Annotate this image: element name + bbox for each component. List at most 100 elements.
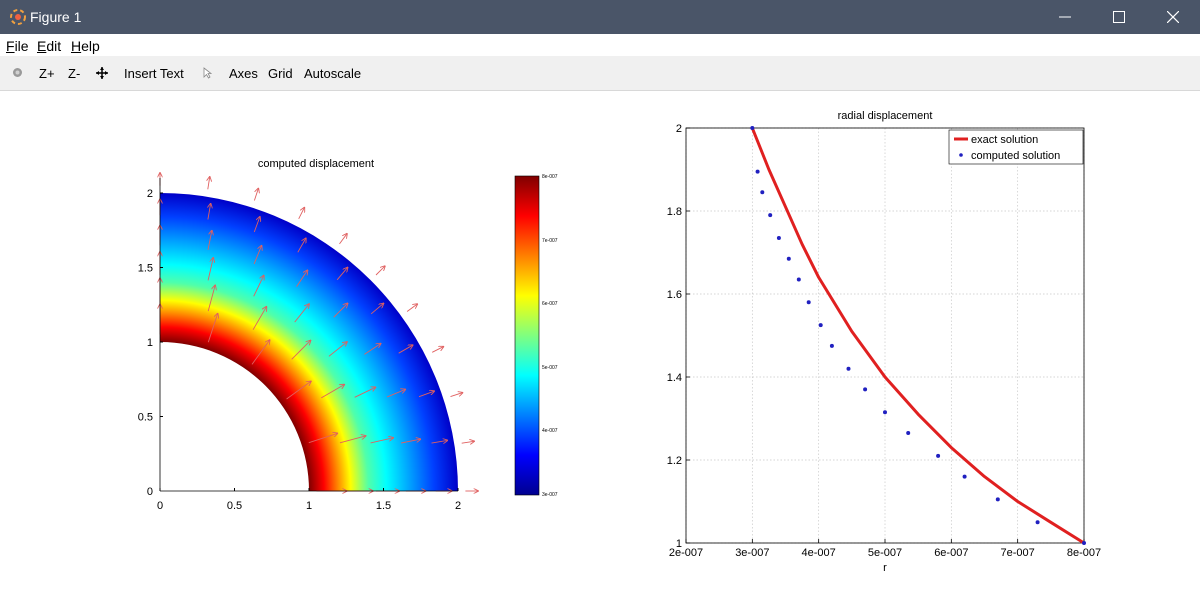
displacement-arrow <box>370 304 383 315</box>
left-xtick-label: 0.5 <box>227 500 242 512</box>
left-plot-title: computed displacement <box>258 158 374 170</box>
left-x-axis: 0 0.5 1 1.5 2 <box>157 488 461 512</box>
rotate-icon[interactable] <box>12 67 23 78</box>
left-xtick-label: 1.5 <box>376 500 391 512</box>
series-point-computed-solution <box>829 343 834 348</box>
chart-legend: exact solution computed solution <box>948 129 1084 165</box>
displacement-arrow <box>251 340 270 365</box>
x-tick-label: 8e-007 <box>1067 547 1101 559</box>
zoom-out-button[interactable]: Z- <box>68 66 81 81</box>
series-point-computed-solution <box>995 497 1000 502</box>
pan-icon[interactable] <box>96 67 108 79</box>
series-point-computed-solution <box>906 431 911 435</box>
autoscale-button[interactable]: Autoscale <box>304 66 362 81</box>
y-tick-label: 1 <box>676 538 682 550</box>
maximize-button[interactable] <box>1092 0 1146 34</box>
displacement-arrow <box>336 268 347 281</box>
legend-label: computed solution <box>971 150 1060 162</box>
displacement-arrow <box>339 436 366 444</box>
y-tick-label: 2 <box>676 123 682 135</box>
series-line-exact-solution <box>750 127 1085 545</box>
menu-bar: File Edit Help <box>0 34 1200 56</box>
displacement-arrow <box>354 387 376 398</box>
close-button[interactable] <box>1146 0 1200 34</box>
insert-text-button[interactable]: Insert Text <box>124 66 184 81</box>
series-point-computed-solution <box>863 387 868 392</box>
displacement-arrow <box>321 385 344 399</box>
series-point-computed-solution <box>1035 520 1040 525</box>
menu-edit[interactable]: Edit <box>37 38 61 54</box>
close-icon <box>1167 11 1179 23</box>
displacement-arrow <box>297 238 306 253</box>
series-point-computed-solution <box>846 366 851 371</box>
displacement-arrow <box>401 439 420 444</box>
displacement-arrow <box>298 208 305 220</box>
minimize-button[interactable] <box>1038 0 1092 34</box>
x-tick-label: 3e-007 <box>735 547 769 559</box>
zoom-in-button[interactable]: Z+ <box>39 66 55 81</box>
displacement-arrow <box>339 234 347 245</box>
series-point-computed-solution <box>776 236 781 240</box>
x-tick-label: 6e-007 <box>934 547 968 559</box>
select-arrow-icon[interactable] <box>203 67 212 79</box>
series-point-computed-solution <box>750 126 755 130</box>
legend-box <box>948 129 1084 165</box>
displacement-arrow <box>253 217 259 233</box>
right-plot: radial displacement 2e-007 3e-007 4e-007 5e… <box>667 110 1101 574</box>
series-point-computed-solution <box>883 410 887 415</box>
legend-label: exact solution <box>971 134 1038 146</box>
displacement-arrow <box>294 304 309 323</box>
left-xtick-label: 0 <box>157 500 163 512</box>
chart-axes: 2e-007 3e-007 4e-007 5e-007 6e-007 7e-007 8e-0… <box>667 123 1101 559</box>
colorbar-tick-label: 6e-007 <box>542 301 558 307</box>
y-tick-label: 1.6 <box>667 289 682 301</box>
left-xtick-label: 2 <box>455 500 461 512</box>
displacement-arrow <box>375 266 385 276</box>
x-tick-label: 7e-007 <box>1001 547 1035 559</box>
left-ytick-label: 0.5 <box>138 412 153 424</box>
legend-point-swatch <box>959 153 963 157</box>
displacement-arrow <box>406 304 417 312</box>
menu-edit-mnemonic: E <box>37 38 47 54</box>
grid-button[interactable]: Grid <box>268 66 293 81</box>
displacement-arrow <box>450 393 463 398</box>
left-ytick-label: 1 <box>147 337 153 349</box>
figure-canvas: computed displacement 0 0.5 1 1.5 2 0 0.… <box>138 110 1101 574</box>
series-point-computed-solution <box>786 256 791 261</box>
colorbar-tick-label: 3e-007 <box>542 492 558 498</box>
menu-file-label: ile <box>14 38 29 54</box>
displacement-arrow <box>208 177 210 190</box>
y-tick-label: 1.8 <box>667 206 682 218</box>
displacement-arrow <box>398 345 413 354</box>
menu-help-label: elp <box>81 38 100 54</box>
menu-help-mnemonic: H <box>71 38 82 54</box>
series-point-computed-solution <box>755 169 760 174</box>
app-logo-icon <box>10 9 26 25</box>
displacement-arrow <box>296 270 308 287</box>
x-tick-label: 4e-007 <box>802 547 836 559</box>
left-plot: computed displacement 0 0.5 1 1.5 2 0 0.… <box>138 158 478 512</box>
displacement-arrow <box>207 314 217 343</box>
displacement-arrow <box>252 307 266 330</box>
maximize-icon <box>1113 11 1125 23</box>
menu-file[interactable]: File <box>6 38 29 54</box>
displacement-arrow <box>253 189 258 201</box>
displacement-arrow <box>286 381 311 400</box>
y-tick-label: 1.2 <box>667 455 682 467</box>
figure-toolbar: Z+ Z- Insert Text Axes Grid Autoscale <box>0 56 1200 91</box>
x-tick-label: 5e-007 <box>868 547 902 559</box>
x-tick-label: 2e-007 <box>669 547 703 559</box>
series-point-computed-solution <box>962 474 967 479</box>
minimize-icon <box>1059 16 1071 18</box>
chart-title: radial displacement <box>838 110 933 122</box>
colorbar-tick-label: 8e-007 <box>542 174 558 180</box>
axes-button[interactable]: Axes <box>229 66 258 81</box>
displacement-arrow <box>461 441 474 443</box>
displacement-arrow <box>208 204 211 220</box>
menu-help[interactable]: Help <box>71 38 100 54</box>
chart-series <box>750 126 1086 545</box>
displacement-arrow <box>291 341 311 360</box>
left-y-axis: 0 0.5 1 1.5 2 <box>138 178 163 498</box>
left-ytick-label: 0 <box>147 486 153 498</box>
left-xtick-label: 1 <box>306 500 312 512</box>
